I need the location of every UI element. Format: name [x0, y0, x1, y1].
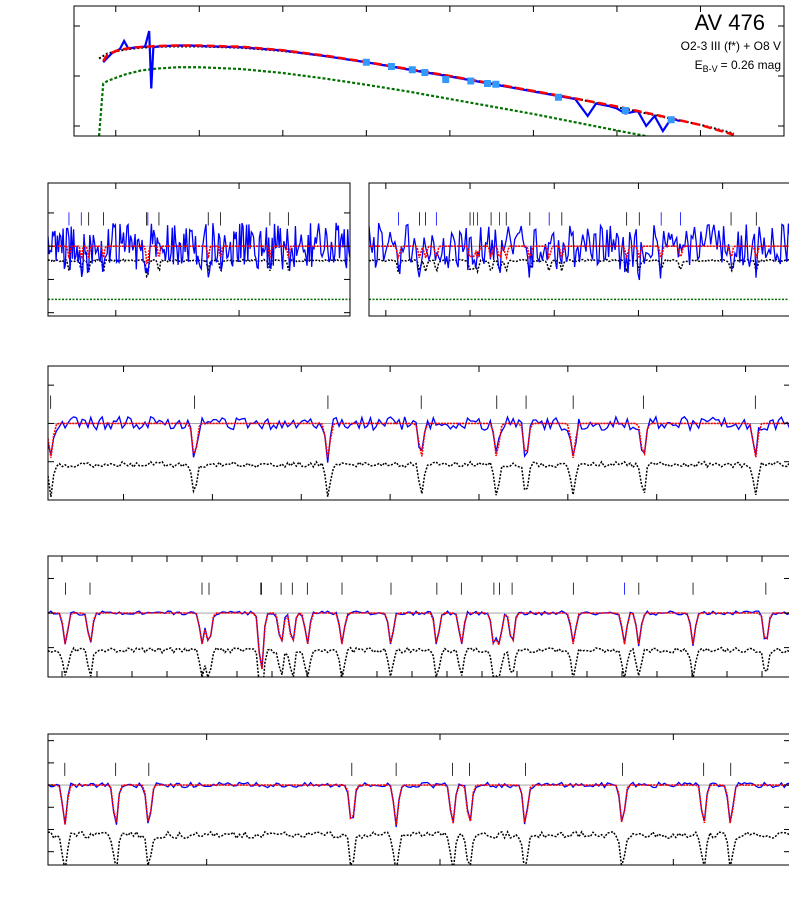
photometry-point: [362, 58, 370, 66]
primary-model-spectrum: [48, 460, 789, 498]
panel-frame: [47, 365, 789, 501]
primary-model-spectrum: [48, 830, 789, 865]
panel-frame: [47, 733, 789, 866]
observed-spectrum: [369, 222, 789, 281]
plot-area: [97, 30, 735, 136]
panel-frame: [47, 555, 789, 678]
photometry-point: [667, 116, 675, 124]
secondary-model-sed: [97, 66, 652, 136]
panel-p4: [47, 555, 789, 678]
panel-p5: [47, 733, 789, 866]
plot-area: [48, 781, 789, 865]
spectral-type: O2-3 III (f*) + O8 V: [681, 39, 781, 53]
panel-frame: [368, 182, 789, 317]
plot-area: [369, 222, 789, 301]
plot-area: [48, 222, 350, 301]
observed-spectrum: [48, 415, 789, 463]
photometry-point: [408, 66, 416, 74]
plot-area: [48, 415, 789, 498]
primary-model-spectrum: [48, 646, 789, 677]
photometry-point: [387, 63, 395, 70]
photometry-point: [492, 80, 500, 88]
panel-p3: [47, 365, 789, 501]
observed-spectrum: [48, 781, 789, 828]
observed-spectrum: [48, 610, 789, 669]
model-spectrum: [48, 422, 789, 459]
photometry-point: [421, 69, 429, 76]
photometry-point: [483, 80, 491, 87]
model-spectrum: [48, 245, 350, 265]
panel-frame: [47, 182, 351, 317]
primary-model-sed: [98, 45, 735, 135]
combined-model-sed: [102, 44, 735, 136]
photometry-point: [621, 107, 629, 114]
plot-area: [48, 610, 789, 677]
photometry-point: [467, 77, 475, 85]
reddening-label: EB-V = 0.26 mag: [695, 58, 781, 74]
panel-sed: [73, 5, 785, 137]
model-spectrum: [48, 612, 789, 670]
observed-spectrum: [48, 222, 350, 278]
model-spectrum: [369, 244, 789, 261]
photometry-point: [554, 93, 562, 101]
panel-p2: [368, 182, 789, 317]
panel-p1: [47, 182, 351, 317]
photometry-point: [442, 76, 450, 83]
star-name: AV 476: [694, 10, 765, 35]
model-spectrum: [48, 784, 789, 826]
sed-annotation: AV 476 O2-3 III (f*) + O8 V EB-V = 0.26 m…: [681, 10, 781, 74]
panel-frame: [73, 5, 785, 137]
